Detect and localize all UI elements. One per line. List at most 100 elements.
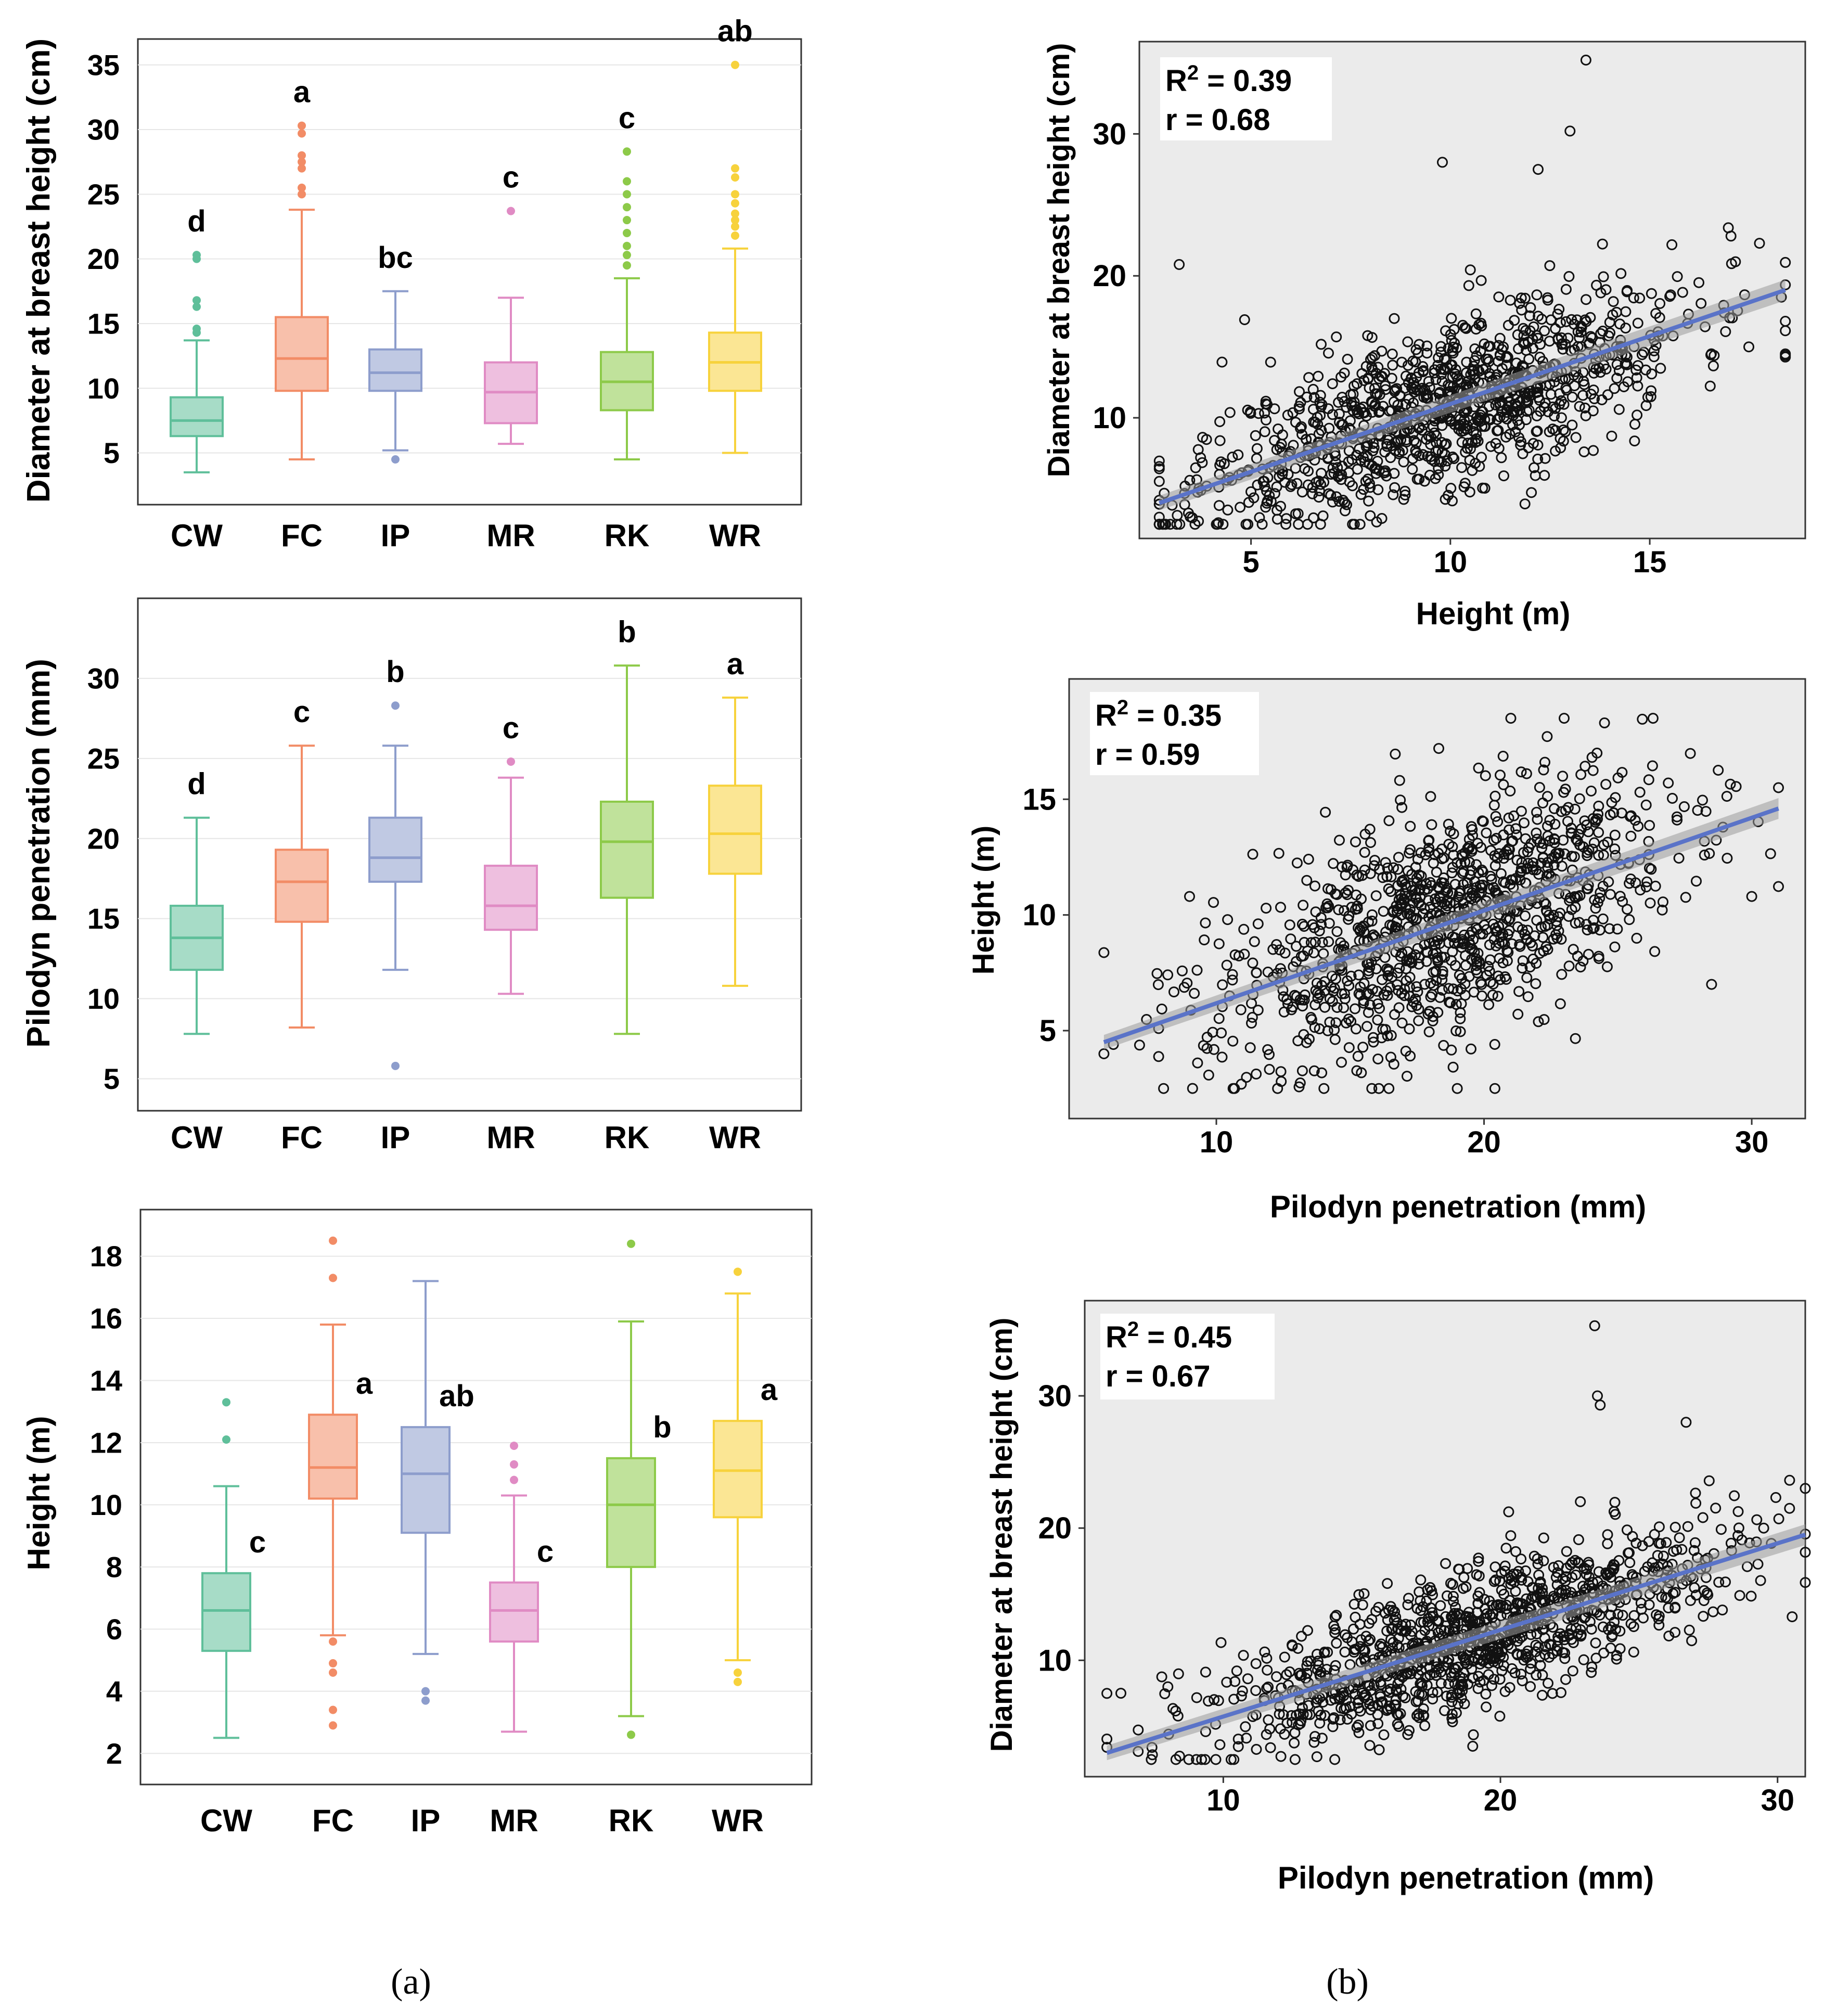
dbh-height-point: [1253, 408, 1264, 419]
dbh-height-point: [1370, 367, 1382, 379]
height-significance-letter-CW: c: [249, 1525, 266, 1559]
dbh-pilodyn-point: [1690, 1487, 1701, 1499]
dbh-pilodyn-point: [1433, 1616, 1444, 1627]
height-pilodyn-point: [1396, 802, 1408, 813]
dbh-pilodyn-point: [1590, 1637, 1601, 1649]
dbh-height-point: [1369, 463, 1380, 474]
dbh-height-point: [1780, 351, 1791, 363]
dbh-pilodyn-point: [1274, 1709, 1285, 1720]
dbh-pilodyn-point: [1697, 1512, 1709, 1523]
height-pilodyn-point: [1343, 884, 1354, 896]
dbh-height-point: [1280, 519, 1292, 530]
dbh-pilodyn-point: [1567, 1665, 1578, 1677]
pilodyn-outlier-IP: [391, 701, 400, 710]
dbh-pilodyn-point: [1365, 1634, 1376, 1645]
height-pilodyn-point: [1267, 944, 1279, 955]
dbh-pilodyn-point: [1653, 1521, 1665, 1533]
dbh-pilodyn-point: [1552, 1567, 1563, 1578]
dbh-category-label-FC: FC: [281, 518, 323, 553]
dbh-height-point: [1457, 319, 1469, 331]
height-pilodyn-point: [1291, 857, 1303, 869]
height-pilodyn-point: [1494, 953, 1505, 964]
height-pilodyn-point: [1445, 826, 1456, 837]
dbh-pilodyn-point: [1578, 1654, 1589, 1665]
dbh-height-point: [1436, 376, 1448, 387]
height-pilodyn-point: [1609, 941, 1621, 953]
dbh-height-point: [1294, 422, 1306, 434]
height-pilodyn-point: [1608, 807, 1620, 818]
height-pilodyn-point: [1393, 1002, 1405, 1013]
height-pilodyn-point: [1685, 748, 1696, 759]
dbh-pilodyn-point: [1532, 1558, 1544, 1570]
dbh-height-point: [1556, 339, 1568, 350]
dbh-pilodyn-point: [1159, 1688, 1171, 1700]
dbh-pilodyn-r-squared-text: R2 = 0.45: [1106, 1318, 1232, 1354]
dbh-height-point: [1707, 360, 1719, 371]
dbh-pilodyn-point: [1653, 1613, 1664, 1625]
dbh-pilodyn-point: [1589, 1320, 1600, 1331]
dbh-pilodyn-point: [1133, 1724, 1144, 1736]
dbh-pilodyn-point: [1578, 1612, 1590, 1624]
height-outlier-IP: [421, 1696, 430, 1705]
dbh-height-point: [1311, 477, 1322, 488]
dbh-height-point: [1336, 469, 1347, 480]
height-pilodyn-point: [1609, 829, 1621, 841]
height-pilodyn-point: [1370, 890, 1382, 902]
dbh-height-point: [1365, 510, 1376, 521]
dbh-pilodyn-point: [1302, 1656, 1313, 1667]
height-outlier-FC: [329, 1236, 337, 1245]
dbh-pilodyn-point: [1448, 1596, 1459, 1607]
height-pilodyn-point: [1520, 833, 1531, 844]
dbh-height-point: [1494, 332, 1506, 344]
height-pilodyn-point: [1612, 772, 1624, 784]
height-pilodyn-point: [1424, 877, 1436, 888]
dbh-height-x-tick-label: 10: [1434, 545, 1468, 579]
height-pilodyn-point: [1570, 1033, 1581, 1044]
height-pilodyn-r-text: r = 0.59: [1095, 738, 1200, 772]
height-pilodyn-point: [1508, 810, 1520, 821]
height-category-label-WR: WR: [712, 1803, 764, 1838]
height-pilodyn-point: [1236, 1078, 1247, 1090]
height-pilodyn-point: [1513, 986, 1525, 997]
dbh-height-point: [1411, 447, 1422, 459]
height-pilodyn-point: [1353, 871, 1364, 882]
dbh-height-point: [1474, 416, 1486, 427]
dbh-height-point: [1455, 414, 1466, 425]
dbh-pilodyn-point: [1225, 1754, 1237, 1765]
height-pilodyn-point: [1299, 921, 1310, 932]
height-pilodyn-point: [1471, 956, 1483, 968]
dbh-height-point: [1277, 469, 1288, 480]
dbh-height-point: [1364, 478, 1375, 489]
dbh-pilodyn-point: [1481, 1701, 1492, 1713]
dbh-outlier-FC: [298, 151, 306, 160]
height-pilodyn-point: [1502, 947, 1514, 958]
dbh-height-point: [1330, 457, 1342, 468]
height-pilodyn-point: [1522, 991, 1534, 1003]
dbh-pilodyn-point: [1424, 1582, 1436, 1593]
height-pilodyn-point: [1238, 923, 1250, 935]
dbh-height-point: [1579, 402, 1590, 414]
dbh-height-point: [1424, 382, 1435, 393]
dbh-pilodyn-point: [1215, 1637, 1227, 1648]
dbh-height-point: [1613, 365, 1625, 376]
height-pilodyn-point: [1309, 936, 1321, 948]
dbh-height-point: [1346, 454, 1358, 465]
height-pilodyn-point: [1512, 921, 1523, 932]
dbh-pilodyn-point: [1309, 1731, 1321, 1742]
dbh-pilodyn-point: [1435, 1600, 1446, 1611]
dbh-height-point: [1445, 483, 1457, 494]
dbh-pilodyn-point: [1686, 1635, 1698, 1647]
height-pilodyn-point: [1587, 923, 1598, 934]
dbh-pilodyn-r-text: r = 0.67: [1106, 1359, 1211, 1393]
height-pilodyn-point: [1502, 929, 1513, 940]
dbh-pilodyn-point: [1684, 1624, 1695, 1636]
dbh-height-point: [1534, 352, 1546, 363]
height-pilodyn-point: [1704, 848, 1715, 859]
dbh-outlier-FC: [298, 158, 306, 166]
dbh-height-point: [1372, 484, 1384, 495]
dbh-pilodyn-point: [1289, 1737, 1300, 1749]
height-box-CW: [201, 1572, 251, 1652]
dbh-height-point: [1389, 437, 1401, 448]
dbh-height-point: [1341, 402, 1352, 413]
height-pilodyn-point: [1566, 828, 1577, 839]
